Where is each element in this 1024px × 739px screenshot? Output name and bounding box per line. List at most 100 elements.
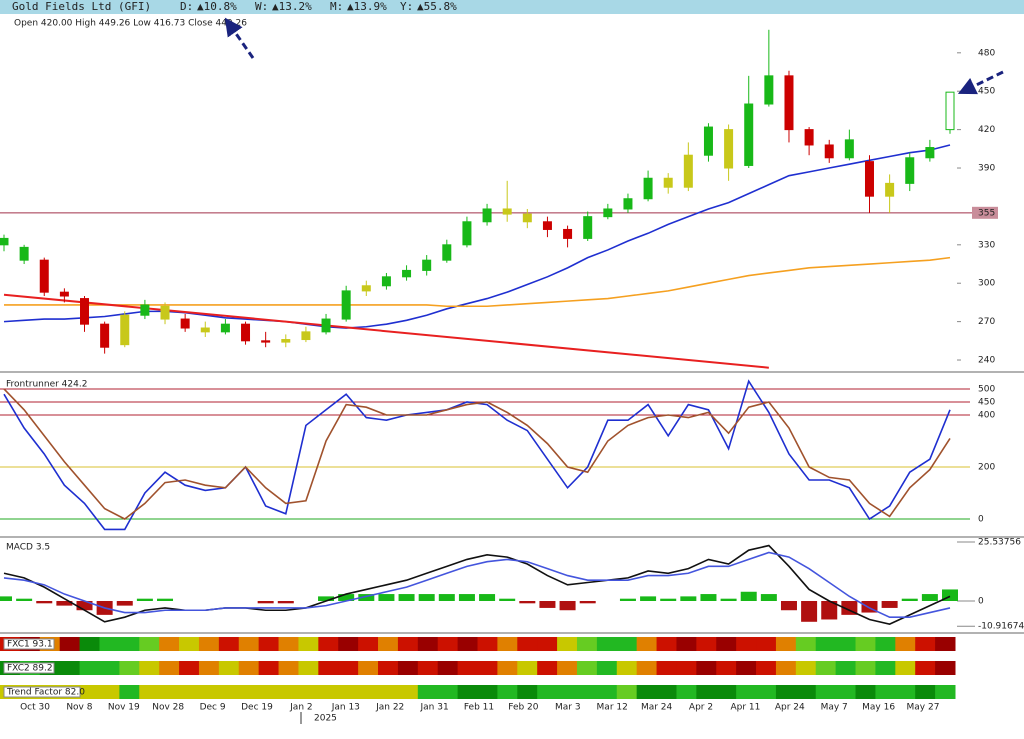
candle-body: [864, 161, 874, 197]
candle-body: [462, 221, 472, 246]
candle-body: [80, 298, 90, 325]
candle-body: [422, 259, 432, 271]
candle-body: [321, 318, 331, 333]
strip-cell: [497, 637, 518, 651]
strip-cell: [258, 685, 280, 699]
strip-cell: [716, 637, 737, 651]
histogram-bar: [378, 594, 395, 601]
histogram-bar: [942, 589, 958, 601]
strip-cell: [517, 685, 538, 699]
strip-cell: [636, 685, 658, 699]
y-tick-label: 300: [978, 279, 995, 289]
candle-body: [542, 221, 552, 230]
x-tick-label: Apr 24: [775, 703, 805, 713]
strip-cell: [457, 661, 478, 675]
strip-cell: [218, 637, 240, 651]
histogram-bar: [318, 596, 335, 601]
strip-cell: [596, 661, 618, 675]
candle-body: [220, 323, 230, 333]
candle-body: [663, 177, 673, 188]
y-tick-label: 400: [978, 410, 995, 420]
histogram-bar: [720, 598, 737, 601]
candle-body: [643, 177, 653, 200]
candle-body: [844, 139, 854, 159]
y-tick-label: -10.91674: [978, 622, 1024, 632]
candle-body: [120, 314, 130, 346]
candle-body: [522, 213, 532, 223]
annotation-arrow: [957, 70, 1004, 95]
strip-cell: [875, 661, 896, 675]
histogram-bar: [136, 598, 153, 601]
strip-cell: [497, 661, 518, 675]
candle-body: [502, 208, 512, 215]
strip-cell: [378, 637, 399, 651]
strip-cell: [159, 637, 180, 651]
histogram-bar: [116, 600, 133, 606]
change-label: W:: [255, 0, 268, 13]
strip-cell: [537, 661, 558, 675]
strip-cell: [79, 637, 100, 651]
strip-cell: [855, 637, 876, 651]
strip-cell: [477, 637, 498, 651]
x-tick-label: Nov 8: [66, 703, 92, 713]
ohlc-line: Open 420.00 High 449.26 Low 416.73 Close…: [14, 19, 247, 29]
strip-cell: [99, 661, 120, 675]
y-tick-label: 0: [978, 515, 984, 525]
strip-cell: [179, 685, 200, 699]
y-tick-label: 240: [978, 356, 995, 366]
strip-cell: [79, 685, 100, 699]
histogram-bar: [16, 598, 33, 601]
strip-cell: [457, 685, 478, 699]
x-tick-label: May 27: [907, 703, 940, 713]
macd-line: [3, 551, 951, 618]
y-tick-label: 330: [978, 240, 995, 250]
strip-cell: [298, 661, 319, 675]
strip-cell: [119, 661, 140, 675]
candle-body: [281, 339, 291, 343]
histogram-bar: [559, 600, 576, 611]
candle-body: [241, 323, 251, 342]
strip-cell: [278, 685, 299, 699]
strip-cell: [378, 661, 399, 675]
x-tick-label: Dec 9: [200, 703, 226, 713]
strip-cell: [99, 685, 120, 699]
strip-cell: [656, 661, 677, 675]
change-value: ▲55.8%: [417, 0, 457, 13]
histogram-bar: [398, 594, 415, 601]
strip-cell: [198, 685, 220, 699]
strip-cell: [736, 685, 757, 699]
strip-cell: [756, 685, 777, 699]
y-tick-label: 270: [978, 317, 995, 327]
candle-body: [261, 340, 271, 343]
strip-cell: [895, 661, 916, 675]
strip-cell: [676, 637, 697, 651]
strip-cell: [676, 661, 697, 675]
strip-label-box: [3, 662, 55, 674]
histogram-bar: [881, 600, 898, 608]
candle-body: [341, 290, 351, 320]
strip-cell: [596, 637, 618, 651]
candle-body: [623, 198, 633, 210]
strip-cell: [318, 661, 339, 675]
strip-cell: [298, 685, 319, 699]
strip-cell: [557, 637, 578, 651]
x-tick-label: Mar 3: [555, 703, 581, 713]
strip-cell: [59, 661, 81, 675]
candle-body: [361, 285, 371, 292]
strip-cell: [835, 637, 857, 651]
histogram-bar: [901, 598, 918, 601]
histogram-bar: [760, 594, 777, 601]
strip-cell: [895, 637, 916, 651]
candle-body: [764, 75, 774, 105]
y-tick-label: 500: [978, 384, 995, 394]
strip-cell: [775, 637, 797, 651]
strip-cell: [457, 637, 478, 651]
strip-cell: [437, 685, 459, 699]
plot: 240 270 300 330 390 420 450 480 355 Frontrunner 4…: [0, 29, 1024, 699]
strip-cell: [437, 661, 459, 675]
strip-cell: [616, 637, 638, 651]
header-bar: [0, 0, 1024, 14]
strip-cell: [656, 685, 677, 699]
y-tick-label: 450: [978, 87, 995, 97]
